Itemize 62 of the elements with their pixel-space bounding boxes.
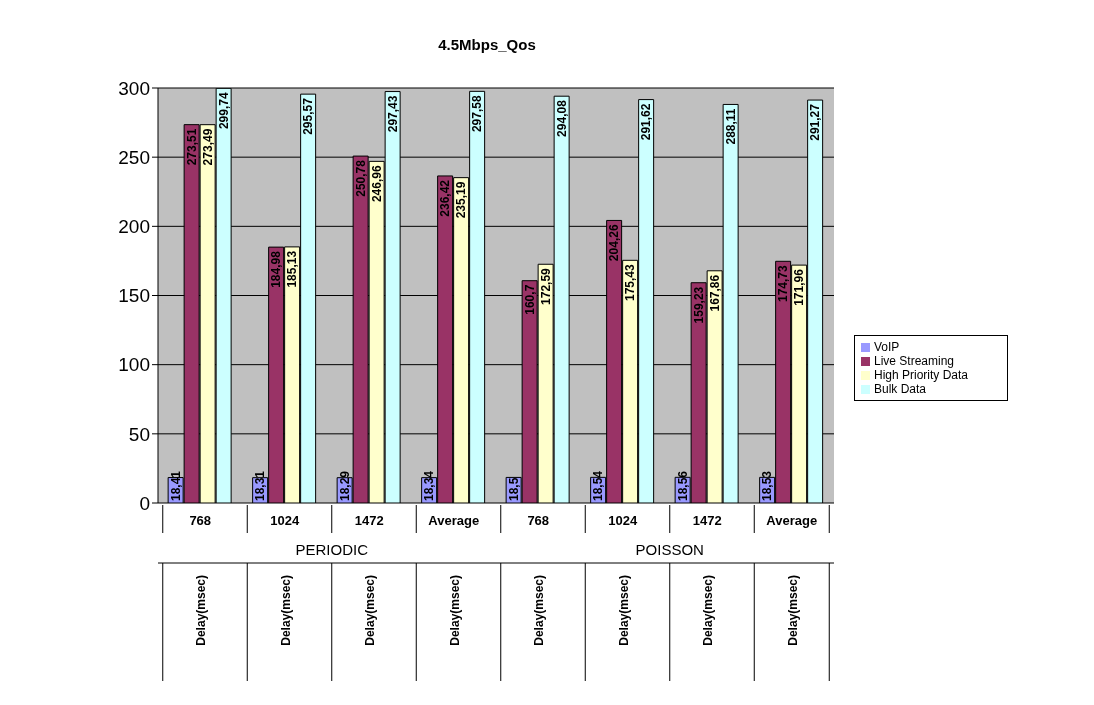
x-tick-label: 768 (189, 513, 212, 528)
data-label: 171,96 (792, 268, 807, 306)
data-label: 18,5 (506, 477, 521, 501)
legend-label: Live Streaming (874, 354, 955, 368)
chart-title: 4.5Mbps_Qos (437, 35, 537, 53)
data-label: 174,73 (776, 264, 791, 302)
data-label: 295,57 (301, 97, 316, 135)
text: Delay(msec) (194, 575, 209, 646)
text: Delay(msec) (363, 575, 378, 646)
data-label: 235,19 (454, 181, 469, 219)
data-label: 167,86 (707, 274, 722, 312)
data-label: 175,43 (623, 264, 638, 302)
data-label: 273,49 (200, 128, 215, 166)
data-label: 246,96 (369, 165, 384, 203)
text: Delay(msec) (701, 575, 716, 646)
data-label: 299,74 (216, 92, 231, 130)
text: Delay(msec) (785, 575, 800, 646)
x-tick-label: 1472 (354, 513, 384, 528)
y-tick-label: 100 (118, 354, 150, 376)
text: PERIODIC (295, 541, 369, 558)
y-tick-label: 300 (118, 77, 150, 99)
data-label: 18,56 (675, 470, 690, 501)
x-tick-label: 1024 (270, 513, 300, 528)
legend-label: High Priority Data (874, 368, 969, 382)
data-label: 160,7 (522, 284, 537, 315)
data-label: 297,58 (470, 95, 485, 133)
x-tick-label: 768 (527, 513, 550, 528)
data-label: 294,08 (554, 99, 569, 137)
text: Delay(msec) (532, 575, 547, 646)
y-tick-label: 0 (139, 492, 150, 514)
data-label: 297,43 (385, 95, 400, 133)
text: Delay(msec) (278, 575, 293, 646)
data-label: 291,27 (808, 103, 823, 141)
y-tick-label: 200 (118, 216, 150, 238)
x-tick-label: 1472 (692, 513, 722, 528)
y-tick-label: 150 (118, 285, 150, 307)
y-tick-label: 50 (128, 423, 150, 445)
data-label: 291,62 (639, 103, 654, 141)
data-label: 204,26 (607, 224, 622, 262)
data-label: 159,23 (691, 286, 706, 324)
data-label: 172,59 (538, 267, 553, 305)
data-label: 185,13 (285, 250, 300, 288)
data-label: 250,78 (353, 159, 368, 197)
legend-label: Bulk Data (874, 382, 927, 396)
legend-label: VoIP (874, 340, 900, 354)
data-label: 288,11 (723, 108, 738, 145)
data-label: 18,53 (760, 470, 775, 501)
data-label: 18,29 (337, 470, 352, 501)
x-tick-label: Average (428, 513, 480, 528)
data-label: 18,34 (422, 470, 437, 501)
y-tick-label: 250 (118, 146, 150, 168)
data-label: 273,51 (184, 128, 199, 166)
text: POISSON (635, 541, 704, 558)
data-label: 18,54 (591, 470, 606, 501)
x-tick-label: 1024 (608, 513, 638, 528)
data-label: 18,41 (168, 470, 183, 501)
text: Delay(msec) (447, 575, 462, 646)
data-label: 18,31 (253, 470, 268, 501)
x-tick-label: Average (766, 513, 818, 528)
text: Delay(msec) (616, 575, 631, 646)
data-label: 184,98 (269, 250, 284, 288)
data-label: 236,42 (438, 179, 453, 217)
